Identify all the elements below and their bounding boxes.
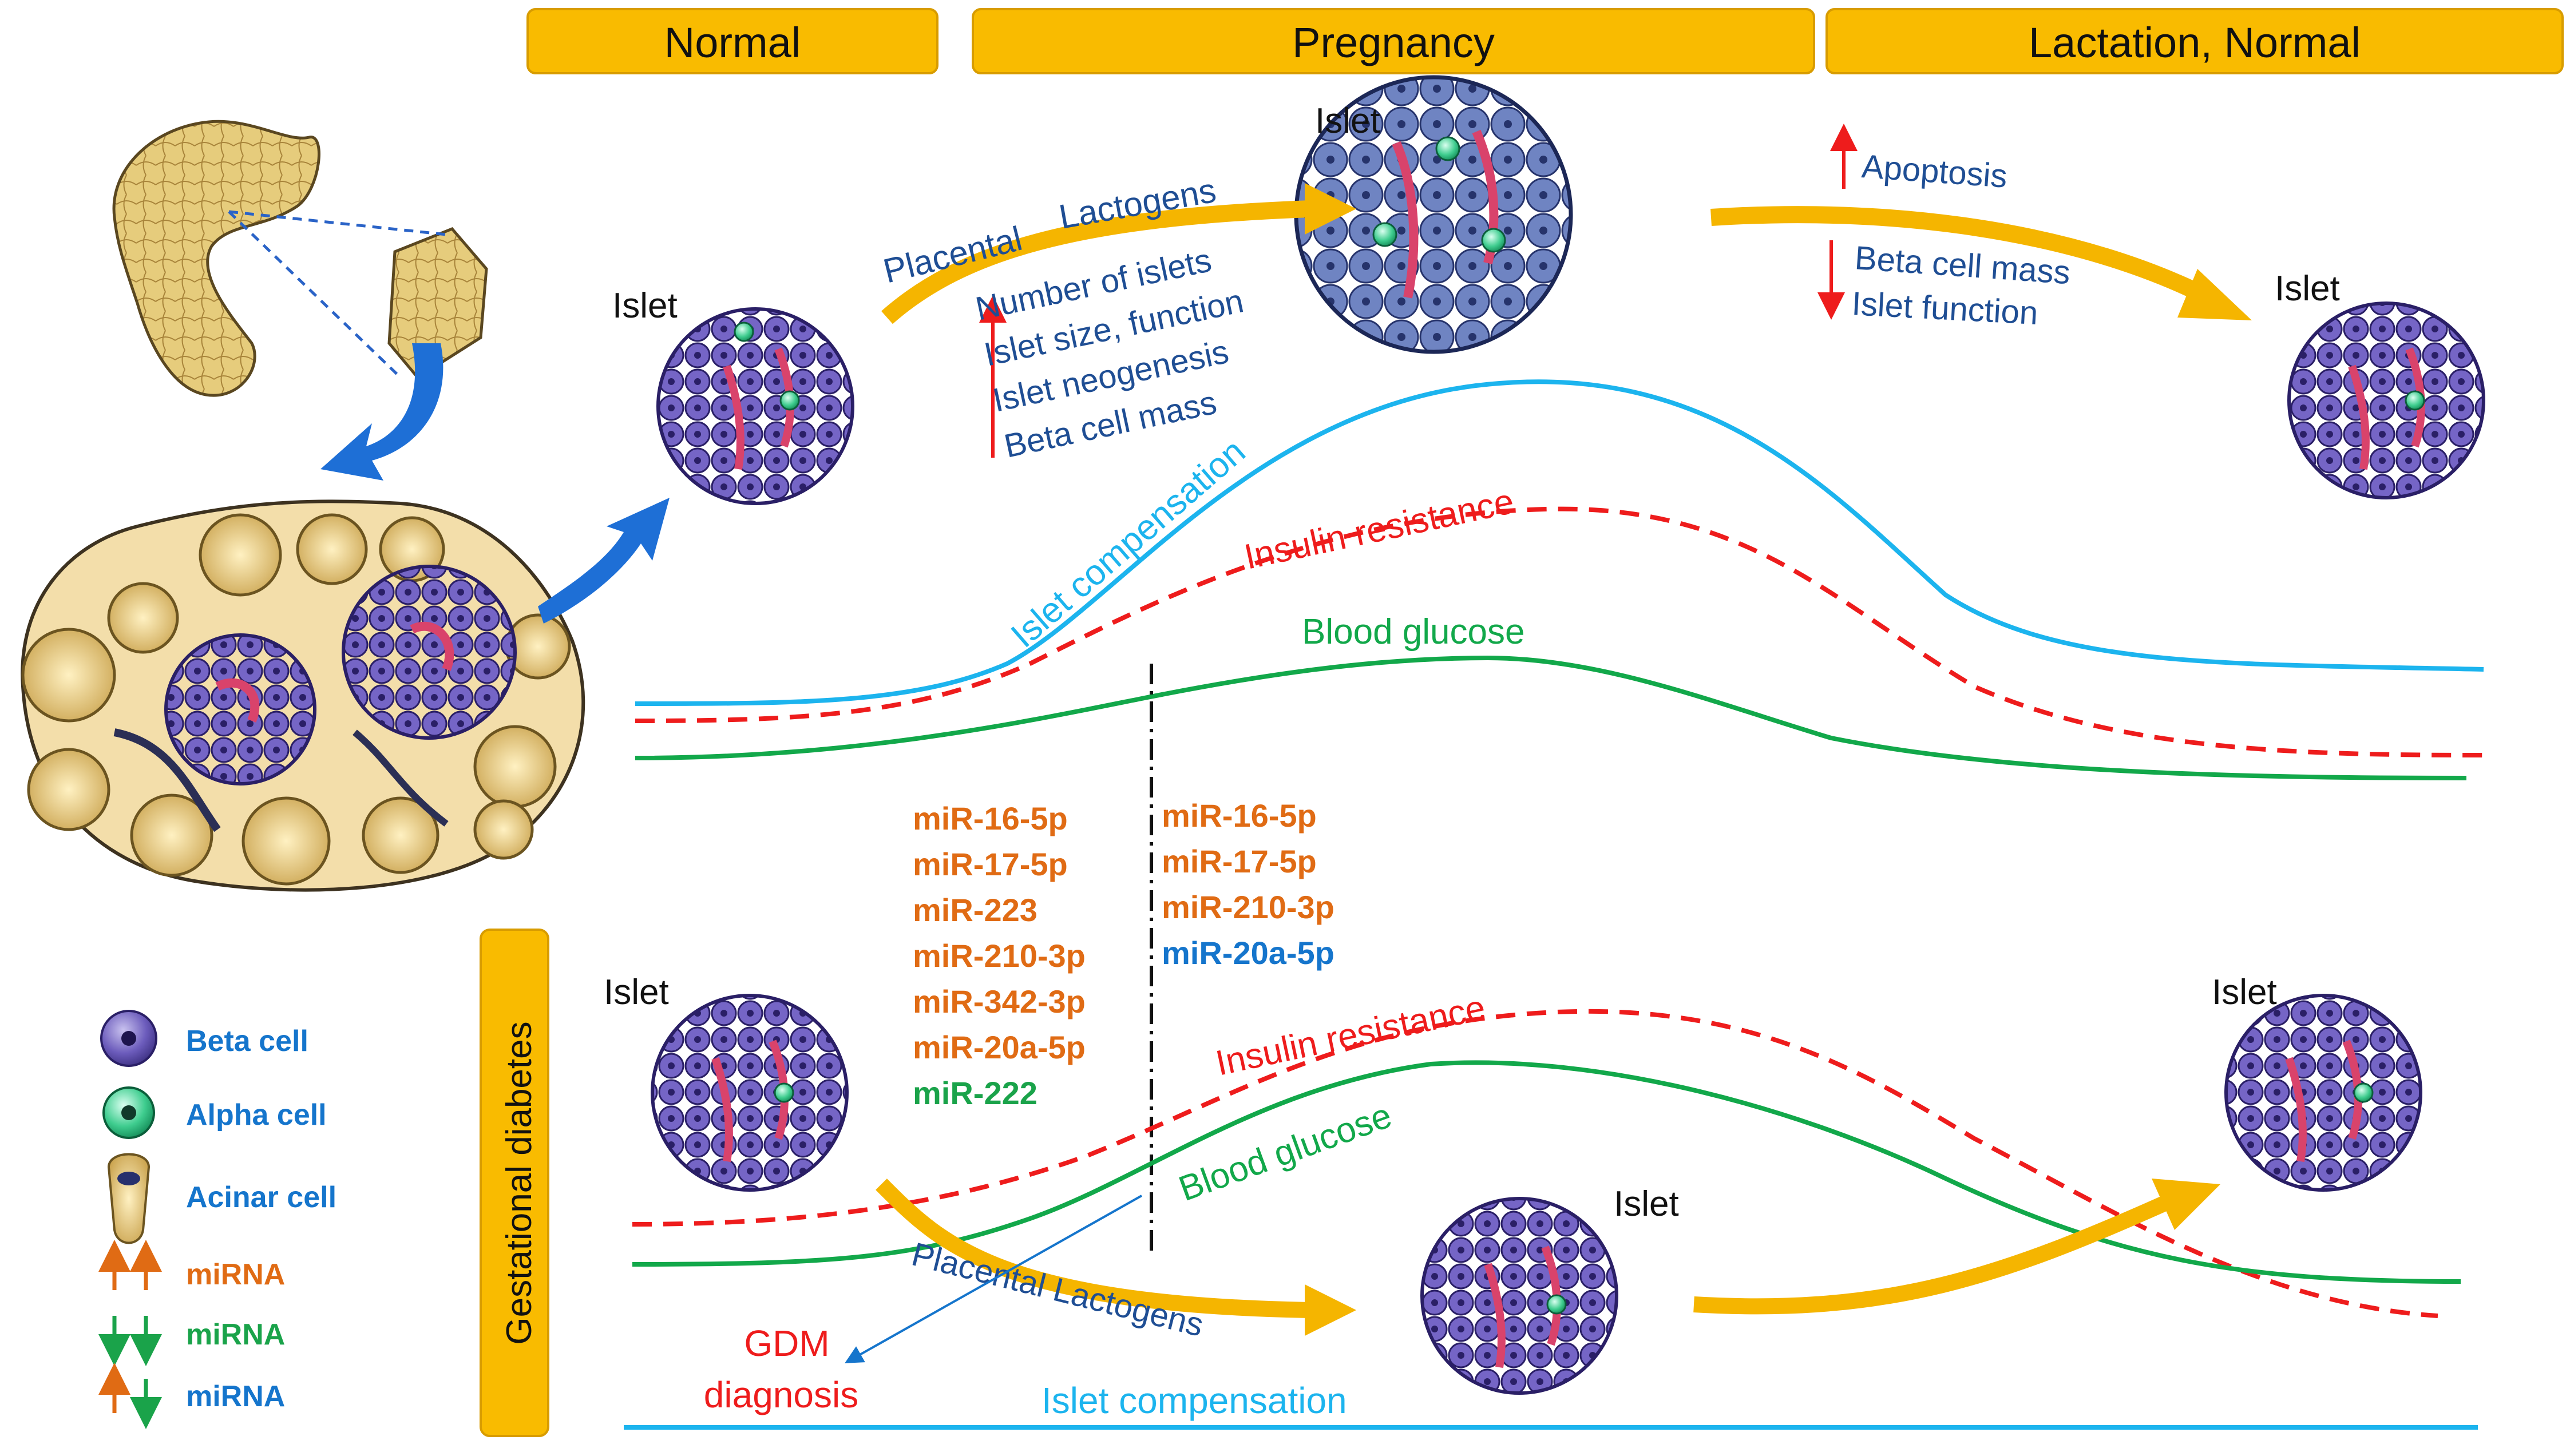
- islet-label: Islet: [2275, 269, 2340, 308]
- islet-gdm-postpartum: [2224, 994, 2422, 1192]
- phase-label-normal: Normal: [664, 19, 801, 66]
- mirna-mixed: miR-20a-5p: [1162, 935, 1334, 971]
- phase-box-lactation: [1825, 8, 2564, 74]
- mirna-up: miR-223: [913, 892, 1037, 928]
- label-islet-compensation: Islet compensation: [1004, 431, 1253, 655]
- islet-label: Islet: [1315, 101, 1380, 141]
- mirna-list-left: miR-16-5p miR-17-5p miR-223 miR-210-3p m…: [913, 800, 1086, 1111]
- mirna-up: miR-342-3p: [913, 983, 1086, 1019]
- islet-label: Islet: [1614, 1184, 1679, 1224]
- zoom-arrow-icon: [320, 343, 443, 481]
- label-islet-compensation-gdm: Islet compensation: [1042, 1380, 1347, 1421]
- islet-normal-bottom: [651, 994, 849, 1192]
- gdm-panel-label: Gestational diabetes: [500, 1021, 539, 1344]
- islet-pregnancy-top: [1294, 75, 1573, 354]
- mirna-up: miR-210-3p: [913, 938, 1086, 974]
- islet-label: Islet: [604, 973, 669, 1012]
- blood-vessel: [215, 678, 260, 723]
- gdm-lactogen-arrow: [876, 1179, 1311, 1318]
- placental-lactogen-arrowhead: [1305, 183, 1356, 235]
- gdm-diagnosis-label: diagnosis: [704, 1374, 858, 1415]
- vessel: [353, 729, 449, 827]
- gdm-lactogen-arrowhead: [1305, 1284, 1356, 1336]
- mirna-up: miR-16-5p: [1162, 798, 1317, 834]
- placental-lactogen-arrow: [881, 200, 1311, 324]
- legend: Beta cell Alpha cell Acinar cell miRNA m…: [98, 1010, 336, 1429]
- zoom-line: [228, 210, 447, 236]
- apoptosis-label: Apoptosis: [1860, 148, 2009, 195]
- tissue-cross-section: [21, 498, 670, 892]
- label-insulin-resistance-gdm: Insulin resistance: [1213, 988, 1489, 1084]
- gdm-diagnosis-label: GDM: [744, 1323, 829, 1364]
- acinar-clusters: [21, 513, 571, 886]
- blood-vessel: [410, 621, 454, 671]
- postpartum-arrow: [1710, 206, 2213, 306]
- gdm-recovery-arrowhead: [2152, 1179, 2220, 1230]
- pancreas-organ: [112, 120, 320, 397]
- tissue-arrow-icon: [538, 498, 670, 624]
- beta-cell-nucleus: [121, 1031, 136, 1046]
- islet-label: Islet: [612, 286, 678, 326]
- postpartum-arrowhead: [2177, 269, 2252, 320]
- mirna-up: miR-17-5p: [1162, 843, 1317, 879]
- islet-gdm-pregnancy: [1420, 1197, 1618, 1395]
- curve-blood-glucose: [635, 655, 2467, 780]
- curve-insulin-resistance-gdm: [632, 1009, 2438, 1318]
- label-insulin-resistance: Insulin resistance: [1241, 482, 1518, 577]
- acinar-cell-nucleus: [117, 1172, 140, 1185]
- phase-label-pregnancy: Pregnancy: [1292, 19, 1495, 66]
- alpha-cell-nucleus: [121, 1105, 136, 1120]
- acinar-cell-icon: [107, 1153, 151, 1244]
- gdm-panel-box: [480, 929, 549, 1437]
- phase-label-lactation: Lactation, Normal: [2029, 19, 2361, 66]
- legend-mirna-mixed: miRNA: [186, 1380, 285, 1413]
- vessel: [113, 728, 221, 832]
- mirna-up: miR-20a-5p: [913, 1029, 1086, 1065]
- pancreas-section-cube: [387, 227, 488, 380]
- mirna-up: miR-17-5p: [913, 846, 1068, 882]
- diagnosis-pointer-icon: [845, 1195, 1142, 1363]
- islet-normal-top: [656, 307, 854, 505]
- legend-mirna-down: miRNA: [186, 1318, 285, 1351]
- increase-list: Number of islets Islet size, function Is…: [972, 241, 1246, 465]
- legend-mirna-up: miRNA: [186, 1258, 285, 1291]
- mirna-up: miR-210-3p: [1162, 889, 1334, 925]
- tissue-islet-a: [164, 633, 316, 785]
- mirna-list-right: miR-16-5p miR-17-5p miR-210-3p miR-20a-5…: [1162, 798, 1334, 971]
- legend-beta-cell: Beta cell: [186, 1025, 308, 1058]
- pancreas-illustration: [112, 120, 488, 481]
- label-blood-glucose: Blood glucose: [1302, 612, 1525, 652]
- zoom-line: [228, 211, 402, 379]
- curve-insulin-resistance: [635, 506, 2484, 757]
- mirna-down: miR-222: [913, 1075, 1037, 1111]
- tissue-islet-b: [342, 565, 517, 740]
- mirna-up: miR-16-5p: [913, 800, 1068, 836]
- decrease-item: Islet function: [1851, 285, 2039, 332]
- gdm-recovery-arrow: [1693, 1194, 2172, 1315]
- legend-alpha-cell: Alpha cell: [186, 1098, 327, 1132]
- islet-lactation-top: [2287, 301, 2485, 499]
- phase-header: Normal Pregnancy Lactation, Normal: [526, 8, 2564, 74]
- label-placental-lactogens-gdm: Placental Lactogens: [908, 1236, 1207, 1344]
- phase-box-pregnancy: [972, 8, 1815, 74]
- islet-label: Islet: [2212, 973, 2277, 1012]
- label-blood-glucose-gdm: Blood glucose: [1174, 1096, 1397, 1209]
- phase-box-normal: [526, 8, 938, 74]
- curve-islet-compensation: [635, 379, 2484, 706]
- legend-acinar-cell: Acinar cell: [186, 1181, 336, 1214]
